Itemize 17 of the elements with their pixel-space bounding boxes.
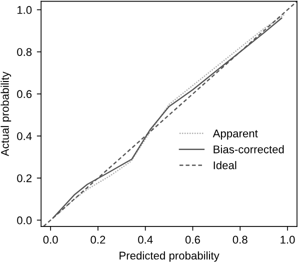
x-tick-label: 0.4 xyxy=(138,236,153,244)
y-tick-label: 0.6 xyxy=(17,90,32,98)
x-tick-label: 0.0 xyxy=(43,236,58,244)
y-tick-label: 0.8 xyxy=(17,48,32,56)
legend-label: Ideal xyxy=(214,161,236,170)
x-tick-label: 0.6 xyxy=(185,236,200,244)
y-tick-label: 1.0 xyxy=(17,6,32,14)
x-tick-label: 0.8 xyxy=(232,236,248,244)
y-tick-label: 0.4 xyxy=(17,132,32,140)
x-axis-title: Predicted probability xyxy=(120,251,220,262)
legend-label: Bias-corrected xyxy=(214,145,284,154)
y-axis-title: Actual probability xyxy=(0,72,12,156)
y-tick-label: 0.0 xyxy=(17,216,32,224)
x-tick-label: 1.0 xyxy=(280,236,295,244)
legend-label: Apparent xyxy=(212,130,258,140)
y-tick-label: 0.2 xyxy=(17,174,32,182)
x-tick-label: 0.2 xyxy=(90,236,106,244)
